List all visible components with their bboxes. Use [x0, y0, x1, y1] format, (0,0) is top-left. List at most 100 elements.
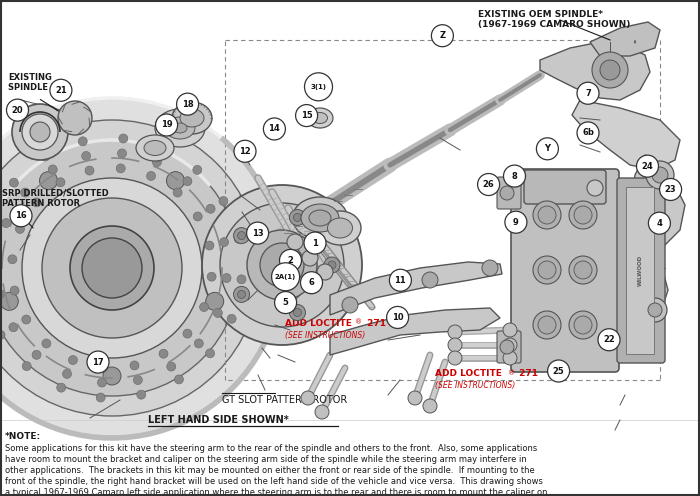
Text: 16: 16 — [15, 211, 27, 220]
FancyBboxPatch shape — [511, 169, 619, 372]
Text: 9: 9 — [513, 218, 519, 227]
Circle shape — [0, 98, 282, 438]
Text: 18: 18 — [182, 100, 193, 109]
Circle shape — [538, 261, 556, 279]
Text: Y: Y — [545, 144, 550, 153]
Circle shape — [176, 93, 199, 115]
Circle shape — [648, 212, 671, 234]
Text: EXISTING
SPINDLE NUT: EXISTING SPINDLE NUT — [8, 72, 71, 92]
Circle shape — [58, 101, 92, 135]
Circle shape — [8, 255, 17, 264]
Circle shape — [146, 172, 155, 181]
Circle shape — [10, 286, 19, 295]
Text: EXISTING OEM SPINDLE*
(1967-1969 CAMARO SHOWN): EXISTING OEM SPINDLE* (1967-1969 CAMARO … — [478, 10, 631, 29]
Circle shape — [342, 297, 358, 313]
Circle shape — [237, 232, 246, 240]
Circle shape — [587, 180, 603, 196]
Circle shape — [220, 238, 229, 247]
Circle shape — [279, 249, 302, 271]
Polygon shape — [630, 155, 685, 245]
Circle shape — [324, 257, 340, 273]
Circle shape — [22, 362, 32, 371]
Text: ADD LOCTITE: ADD LOCTITE — [435, 369, 502, 378]
Ellipse shape — [309, 210, 331, 226]
Circle shape — [130, 361, 139, 370]
Circle shape — [57, 383, 66, 392]
Circle shape — [82, 238, 142, 298]
Text: 12: 12 — [239, 147, 251, 156]
Polygon shape — [330, 308, 500, 355]
Circle shape — [260, 243, 304, 287]
Circle shape — [263, 118, 286, 140]
Circle shape — [48, 165, 57, 174]
Circle shape — [598, 329, 620, 351]
Ellipse shape — [319, 211, 361, 245]
Circle shape — [32, 198, 41, 207]
Circle shape — [234, 286, 249, 303]
Circle shape — [42, 198, 182, 338]
Circle shape — [0, 253, 2, 262]
Circle shape — [15, 224, 24, 234]
Ellipse shape — [144, 140, 166, 156]
Text: 3(1): 3(1) — [311, 84, 326, 90]
Circle shape — [482, 260, 498, 276]
Circle shape — [136, 390, 146, 399]
Circle shape — [636, 155, 659, 177]
Text: (SEE INSTRUCTIONS): (SEE INSTRUCTIONS) — [285, 331, 365, 340]
Text: 20: 20 — [12, 106, 23, 115]
Text: 11: 11 — [395, 276, 406, 285]
Circle shape — [386, 307, 409, 328]
Ellipse shape — [328, 218, 353, 238]
Circle shape — [274, 292, 297, 313]
Text: 8: 8 — [512, 172, 517, 181]
Circle shape — [592, 52, 628, 88]
Circle shape — [315, 405, 329, 419]
Circle shape — [533, 201, 561, 229]
Circle shape — [0, 330, 5, 339]
Circle shape — [272, 263, 300, 291]
Circle shape — [503, 165, 526, 187]
Circle shape — [302, 250, 318, 266]
Circle shape — [423, 399, 437, 413]
Ellipse shape — [173, 123, 187, 133]
Circle shape — [293, 213, 302, 221]
Circle shape — [505, 211, 527, 233]
Text: 5: 5 — [283, 298, 288, 307]
Circle shape — [118, 149, 127, 158]
Text: 7: 7 — [585, 89, 591, 98]
Circle shape — [219, 196, 228, 205]
Text: 14: 14 — [269, 124, 280, 133]
Circle shape — [304, 73, 332, 101]
Circle shape — [574, 261, 592, 279]
Polygon shape — [540, 42, 650, 100]
Circle shape — [247, 230, 317, 300]
Circle shape — [153, 158, 162, 167]
Text: Z: Z — [440, 31, 445, 40]
Circle shape — [389, 269, 412, 291]
FancyBboxPatch shape — [497, 331, 521, 363]
Circle shape — [500, 186, 514, 200]
Circle shape — [574, 316, 592, 334]
Circle shape — [21, 188, 29, 197]
Circle shape — [503, 323, 517, 337]
Circle shape — [290, 209, 305, 226]
Text: 4: 4 — [657, 219, 662, 228]
Circle shape — [234, 234, 243, 243]
Circle shape — [50, 79, 72, 101]
Text: 1: 1 — [312, 239, 318, 248]
Text: LEFT HAND SIDE SHOWN*: LEFT HAND SIDE SHOWN* — [148, 415, 288, 425]
Circle shape — [600, 60, 620, 80]
FancyBboxPatch shape — [497, 177, 521, 209]
Circle shape — [237, 275, 246, 284]
Polygon shape — [618, 240, 668, 325]
Text: ®: ® — [508, 370, 515, 376]
Ellipse shape — [165, 117, 195, 139]
Circle shape — [183, 177, 192, 186]
Circle shape — [569, 201, 597, 229]
Circle shape — [577, 122, 599, 144]
Text: 10: 10 — [392, 313, 403, 322]
Circle shape — [155, 114, 178, 136]
Circle shape — [533, 311, 561, 339]
Text: 6b: 6b — [582, 128, 594, 137]
Circle shape — [293, 309, 302, 316]
